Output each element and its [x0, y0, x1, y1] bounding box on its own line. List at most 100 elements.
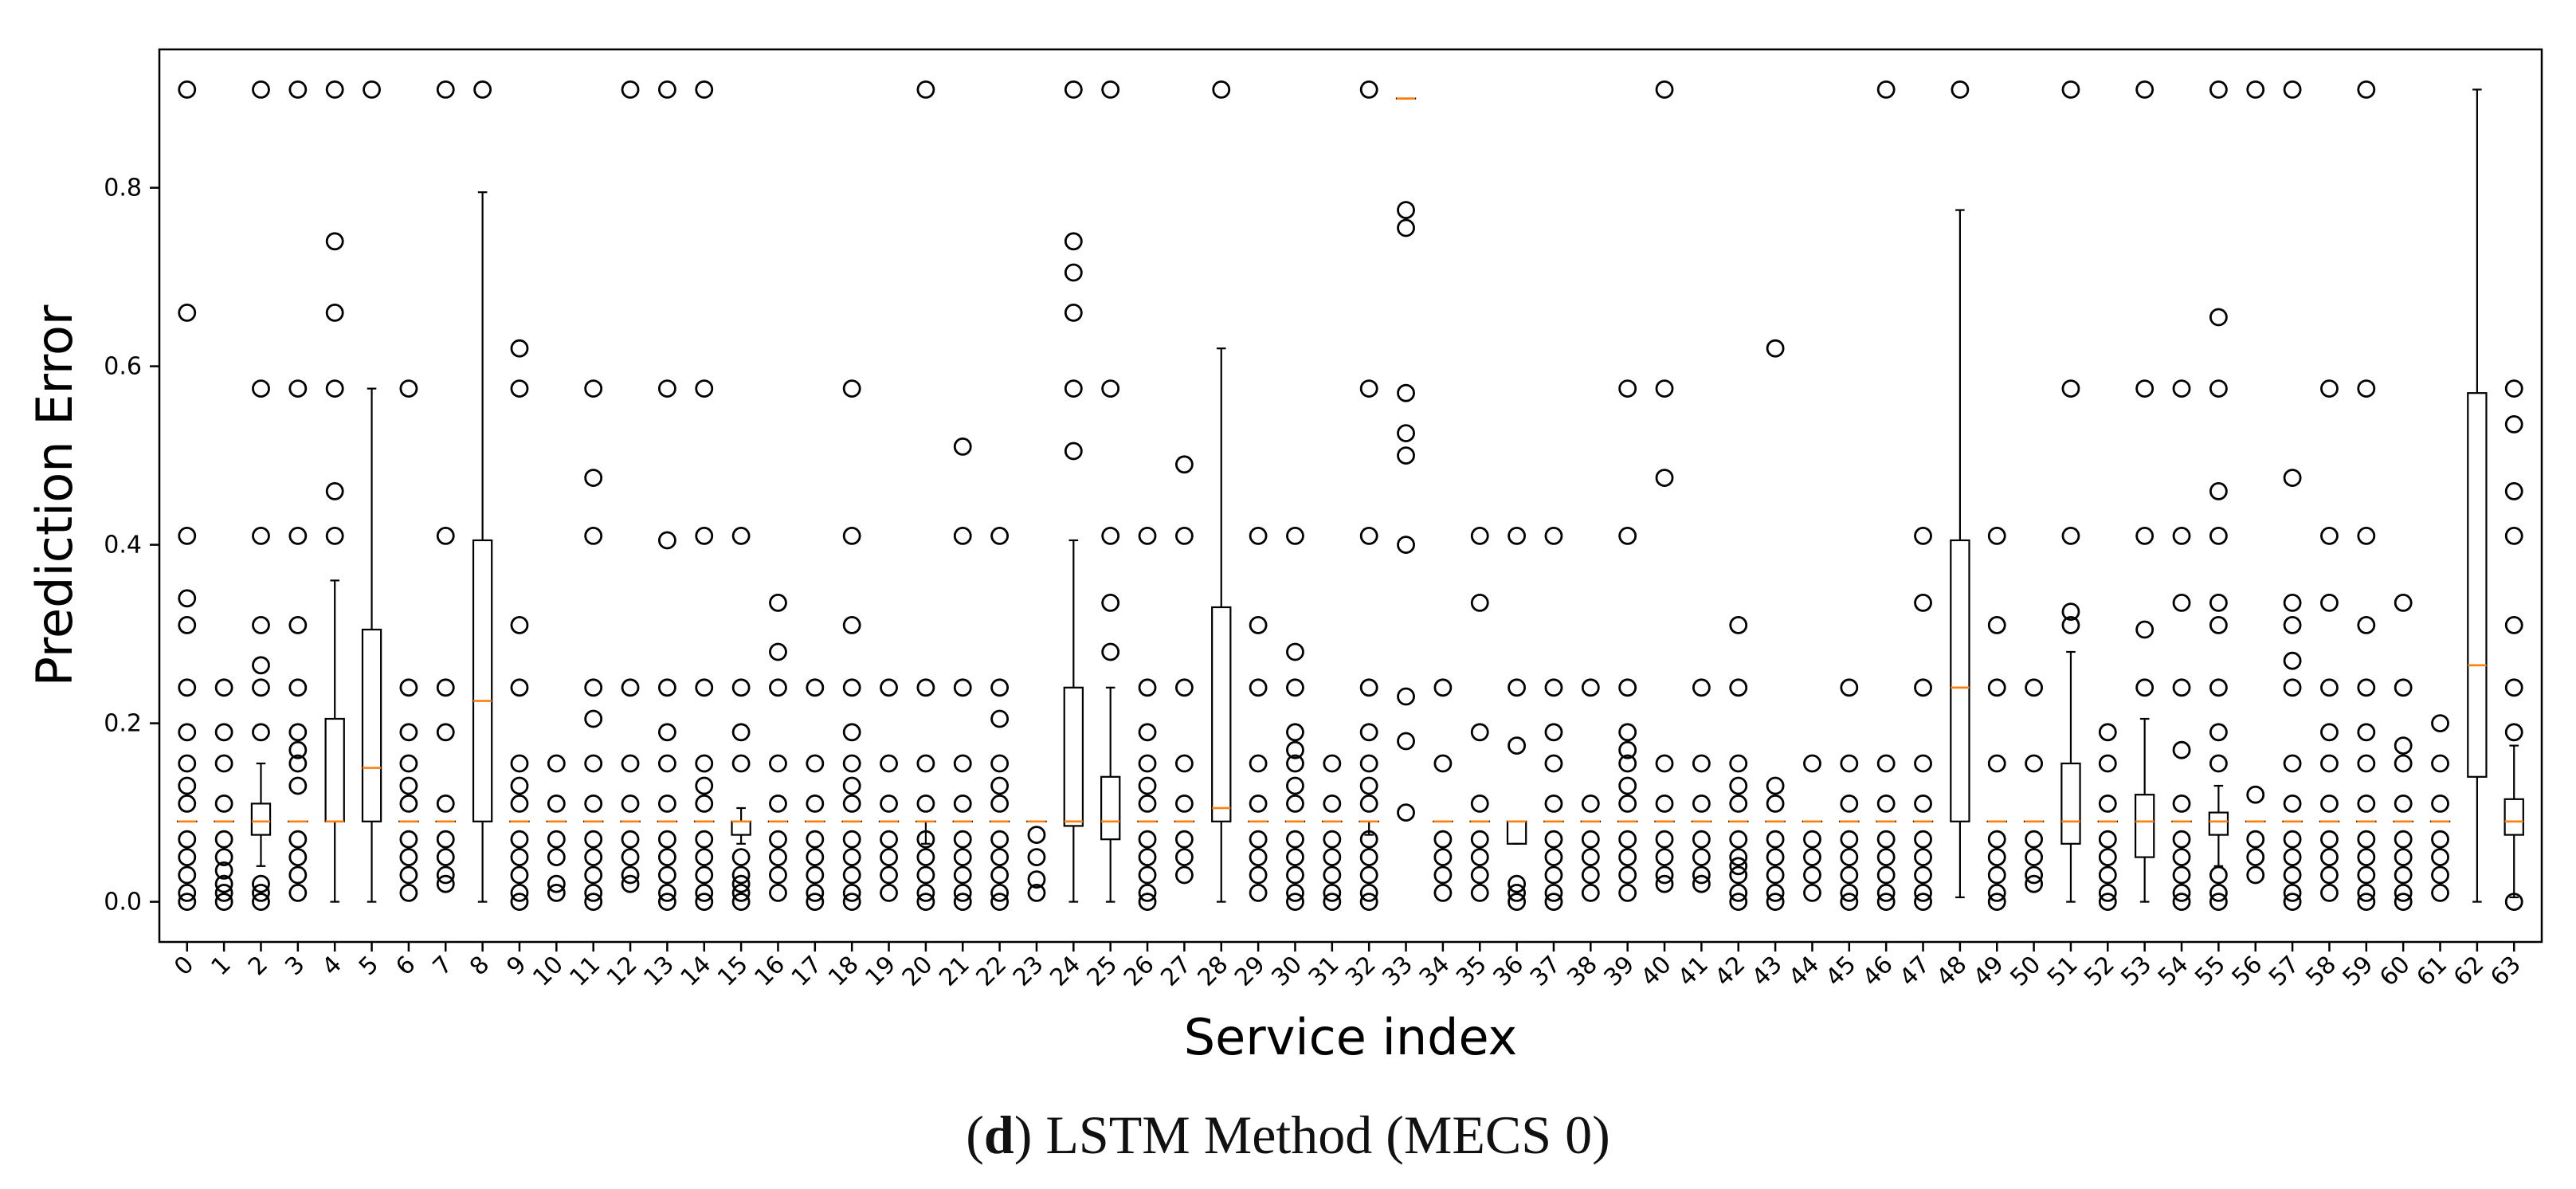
outlier-point — [990, 884, 1010, 902]
outlier-point — [1876, 795, 1896, 813]
outlier-point — [1174, 865, 1194, 885]
outlier-point — [880, 884, 898, 902]
box-iqr — [1063, 686, 1084, 827]
outlier-point — [2283, 80, 2302, 99]
outlier-point — [953, 848, 972, 866]
outlier-point — [2357, 865, 2376, 885]
outlier-point — [1101, 80, 1120, 99]
box-48 — [1950, 80, 1970, 899]
plot-area — [177, 80, 2524, 911]
outlier-point — [1286, 754, 1304, 773]
outlier-point — [1618, 379, 1637, 398]
outlier-point — [2431, 848, 2449, 866]
outlier-point — [1655, 795, 1674, 813]
box-13 — [657, 80, 678, 911]
outlier-point — [1508, 884, 1527, 902]
outlier-point — [2172, 884, 2191, 902]
outlier-point — [252, 80, 270, 99]
outlier-point — [842, 723, 861, 742]
outlier-point — [1138, 865, 1157, 885]
outlier-point — [2357, 848, 2376, 866]
box-23 — [1026, 820, 1047, 902]
outlier-point — [1876, 893, 1896, 911]
outlier-point — [1027, 870, 1046, 889]
outlier-point — [1803, 848, 1821, 866]
outlier-point — [695, 884, 714, 902]
outlier-point — [1655, 469, 1674, 487]
outlier-point — [1987, 616, 2006, 634]
outlier-point — [178, 303, 197, 322]
outlier-point — [2209, 893, 2228, 911]
outlier-point — [2283, 469, 2302, 487]
outlier-point — [1397, 424, 1415, 442]
outlier-point — [842, 527, 861, 545]
outlier-point — [547, 830, 566, 849]
outlier-point — [252, 379, 270, 398]
outlier-point — [769, 594, 787, 612]
outlier-point — [1359, 754, 1378, 773]
outlier-point — [806, 795, 825, 813]
box-iqr — [2060, 762, 2081, 845]
box-39 — [1617, 379, 1638, 902]
box-26 — [1137, 527, 1158, 911]
outlier-point — [436, 874, 455, 893]
outlier-point — [1138, 723, 1157, 742]
outlier-point — [2246, 865, 2265, 885]
box-16 — [767, 594, 789, 902]
outlier-point — [2357, 795, 2376, 813]
outlier-point — [1064, 80, 1083, 99]
outlier-point — [1286, 865, 1304, 885]
outlier-point — [1470, 594, 1489, 612]
outlier-point — [1618, 527, 1637, 545]
outlier-point — [1397, 687, 1415, 706]
outlier-point — [1618, 678, 1637, 697]
outlier-point — [1397, 536, 1415, 554]
outlier-point — [2357, 723, 2376, 742]
outlier-point — [842, 754, 861, 773]
outlier-point — [2172, 379, 2191, 398]
outlier-point — [1101, 642, 1120, 661]
outlier-point — [510, 795, 529, 813]
outlier-point — [1508, 893, 1527, 911]
outlier-point — [1174, 754, 1194, 773]
box-3 — [288, 80, 308, 902]
outlier-point — [1249, 865, 1268, 885]
y-axis: 0.0 0.2 0.4 0.6 0.8 — [104, 175, 159, 916]
outlier-point — [584, 379, 603, 398]
outlier-point — [1655, 830, 1674, 849]
box-22 — [989, 527, 1010, 911]
outlier-point — [880, 848, 898, 866]
outlier-point — [288, 379, 308, 398]
outlier-point — [695, 795, 714, 813]
outlier-point — [1729, 848, 1748, 866]
outlier-point — [2098, 884, 2117, 902]
outlier-point — [1174, 678, 1194, 697]
outlier-point — [1987, 884, 2006, 902]
box-41 — [1691, 678, 1712, 893]
outlier-point — [399, 830, 418, 849]
box-55 — [2208, 80, 2229, 911]
outlier-point — [1433, 884, 1453, 902]
outlier-point — [1359, 865, 1378, 885]
outlier-point — [547, 795, 566, 813]
outlier-point — [1064, 441, 1083, 461]
outlier-point — [1618, 865, 1637, 885]
outlier-point — [436, 795, 455, 813]
outlier-point — [1655, 754, 1674, 773]
outlier-point — [584, 795, 603, 813]
outlier-point — [1840, 848, 1859, 866]
outlier-point — [178, 830, 197, 849]
outlier-point — [1508, 736, 1527, 755]
outlier-point — [252, 874, 270, 893]
outlier-point — [1655, 80, 1674, 99]
box-8 — [472, 80, 493, 903]
outlier-point — [1914, 527, 1932, 545]
outlier-point — [1286, 893, 1304, 911]
outlier-point — [288, 830, 308, 849]
outlier-point — [2357, 616, 2376, 634]
box-33 — [1395, 97, 1417, 822]
outlier-point — [806, 884, 825, 902]
outlier-point — [1876, 884, 1896, 902]
outlier-point — [2209, 594, 2228, 612]
box-51 — [2060, 80, 2081, 903]
